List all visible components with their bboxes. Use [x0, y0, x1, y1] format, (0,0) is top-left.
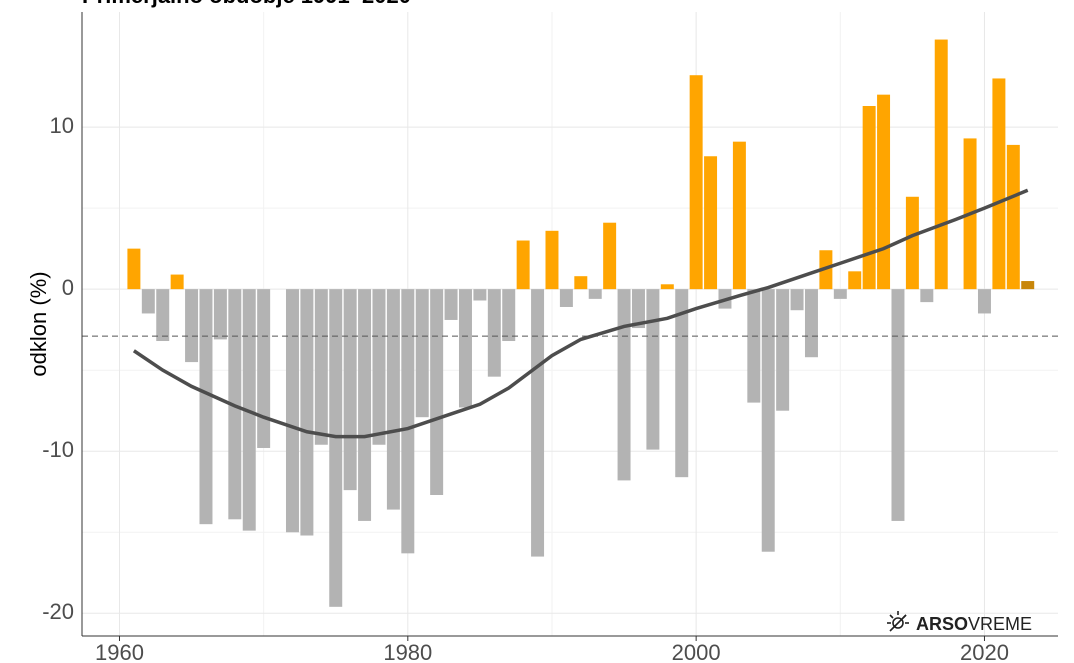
- bar: [920, 289, 934, 303]
- bar: [646, 289, 660, 450]
- bar: [862, 106, 876, 290]
- bar: [603, 222, 617, 290]
- y-tick-label: 10: [50, 113, 74, 138]
- bar: [559, 289, 573, 307]
- bar: [141, 289, 155, 314]
- bar: [905, 196, 919, 290]
- logo: ARSO VREME: [887, 611, 1032, 634]
- bar: [300, 289, 314, 536]
- bar: [631, 289, 645, 329]
- bar: [473, 289, 487, 301]
- bar: [1021, 281, 1035, 290]
- bar: [689, 75, 703, 290]
- bar: [704, 156, 718, 290]
- bar: [761, 289, 775, 552]
- bar: [458, 289, 472, 408]
- bar: [156, 289, 170, 342]
- x-tick-label: 2000: [672, 640, 721, 663]
- bar: [170, 274, 184, 290]
- bar: [531, 289, 545, 557]
- bar: [199, 289, 213, 525]
- bar: [732, 141, 746, 290]
- trend-line: [132, 188, 1029, 439]
- bar: [588, 289, 602, 299]
- bar: [213, 289, 227, 340]
- bar: [848, 271, 862, 290]
- y-tick-label: -10: [42, 437, 74, 462]
- bar: [386, 289, 400, 510]
- logo-light: VREME: [968, 614, 1032, 634]
- bar: [502, 289, 516, 342]
- bar: [444, 289, 458, 320]
- bar: [617, 289, 631, 481]
- bar: [430, 289, 444, 495]
- bar: [934, 39, 948, 290]
- bar: [992, 78, 1006, 290]
- logo-bold: ARSO: [916, 614, 968, 634]
- bar: [574, 276, 588, 290]
- bar: [285, 289, 299, 533]
- bar: [877, 94, 891, 290]
- bar: [127, 248, 141, 290]
- bar: [1006, 144, 1020, 290]
- bar: [401, 289, 415, 554]
- bar: [675, 289, 689, 478]
- y-tick-label: 0: [62, 275, 74, 300]
- bar: [790, 289, 804, 311]
- bar: [343, 289, 357, 491]
- logo-icon: [887, 611, 909, 632]
- bar: [977, 289, 991, 314]
- bar: [415, 289, 429, 418]
- bar: [660, 284, 674, 290]
- bar: [185, 289, 199, 363]
- x-tick-label: 1960: [95, 640, 144, 663]
- chart-title: Primerjalno obdobje 1991–2020: [82, 0, 411, 8]
- bar: [747, 289, 761, 403]
- bar: [257, 289, 271, 448]
- x-tick-label: 1980: [383, 640, 432, 663]
- y-tick-label: -20: [42, 599, 74, 624]
- bar: [804, 289, 818, 358]
- bar: [891, 289, 905, 521]
- bar: [776, 289, 790, 411]
- y-axis-label: odklon (%): [26, 271, 51, 376]
- bar: [833, 289, 847, 299]
- x-tick-label: 2020: [960, 640, 1009, 663]
- bar: [487, 289, 501, 377]
- bar: [372, 289, 386, 445]
- bar: [358, 289, 372, 521]
- bar: [516, 240, 530, 290]
- bar: [545, 230, 559, 290]
- bar: [314, 289, 328, 445]
- bar: [329, 289, 343, 607]
